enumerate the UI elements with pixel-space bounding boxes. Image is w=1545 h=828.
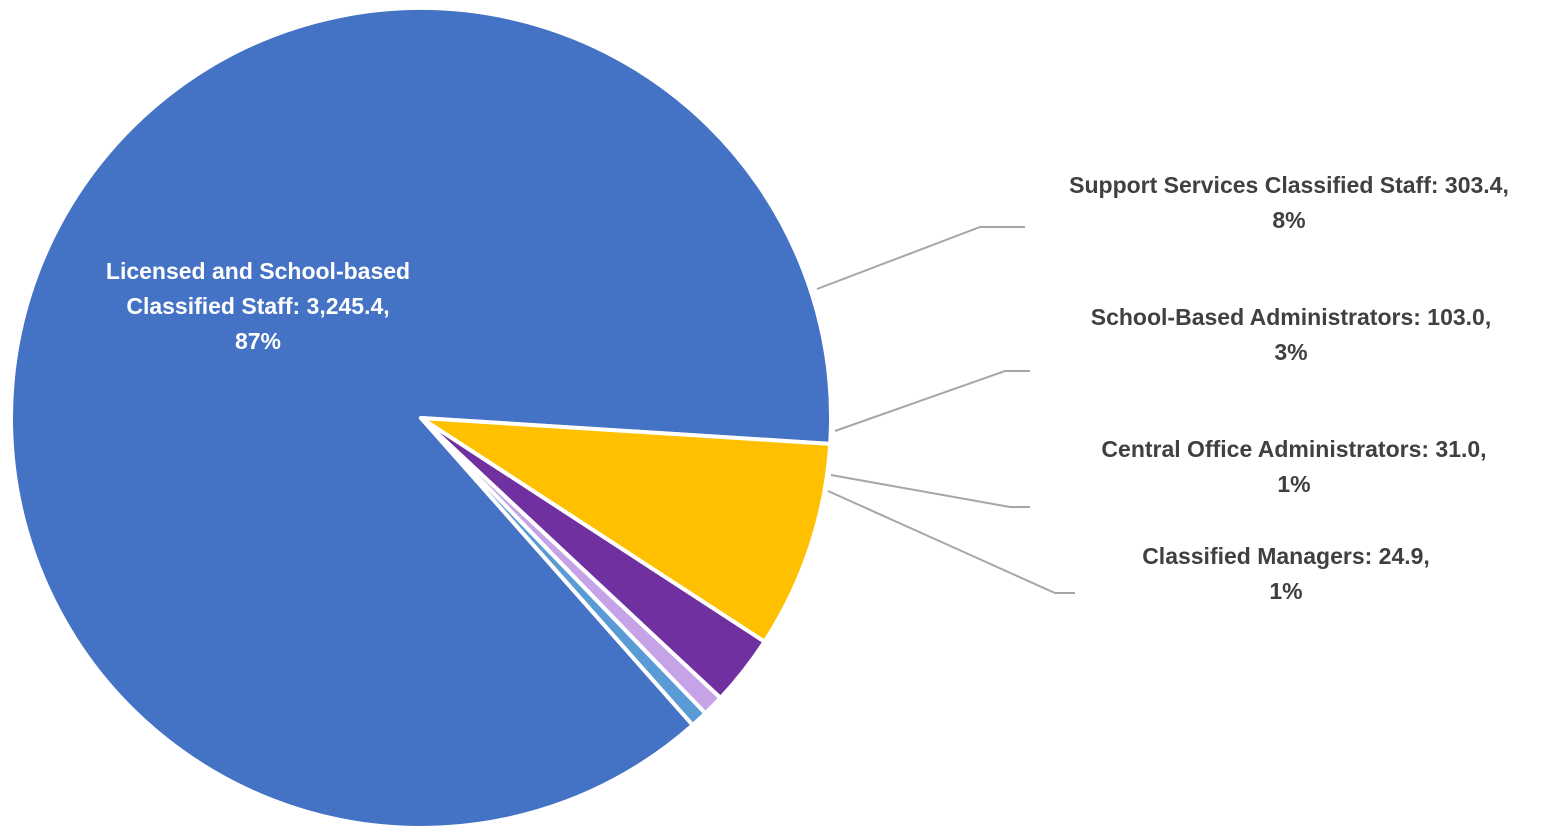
- data-labels: Licensed and School-based Classified Staf…: [106, 172, 1509, 604]
- pie-slice-support-services-classified-staff: [419, 416, 833, 644]
- leader-line-classified-managers: [827, 490, 1075, 594]
- data-label-licensed-and-school-based-classified-staff: Licensed and School-based Classified Staf…: [106, 258, 410, 354]
- pie-slice-classified-managers: [419, 416, 708, 728]
- data-label-central-office-administrators: Central Office Administrators: 31.0, 1%: [1101, 436, 1486, 497]
- leader-line-central-office-administrators: [830, 474, 1030, 508]
- leader-lines: [816, 226, 1075, 594]
- leader-line-school-based-administrators: [834, 370, 1030, 432]
- data-label-support-services-classified-staff: Support Services Classified Staff: 303.4…: [1069, 172, 1509, 233]
- leader-line-support-services-classified-staff: [816, 226, 1025, 290]
- data-label-classified-managers: Classified Managers: 24.9, 1%: [1142, 543, 1430, 604]
- pie-slices: [9, 6, 833, 828]
- data-label-school-based-administrators: School-Based Administrators: 103.0, 3%: [1091, 304, 1491, 365]
